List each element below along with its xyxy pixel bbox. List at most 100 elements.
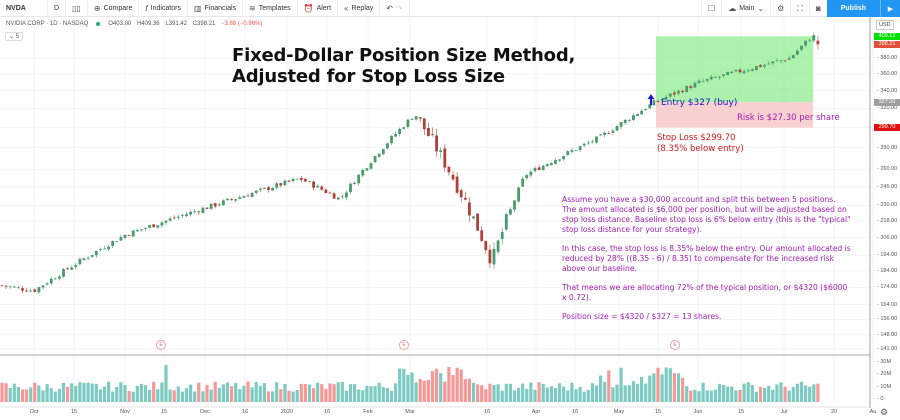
square-icon: ☐ [708, 4, 716, 13]
risk-label: Risk is $27.30 per share [737, 113, 840, 123]
indicators-label: Indicators [150, 4, 181, 12]
cloud-icon: ☁ [728, 4, 737, 13]
note-paragraph-2: In this case, the stop loss is 8.35% bel… [562, 244, 851, 273]
time-tick: 20 [830, 409, 838, 415]
time-tick: Jun [693, 409, 703, 415]
open-value: O403.00 [108, 21, 132, 27]
rewind-icon: « [344, 3, 349, 13]
layout-select[interactable]: ☁ Main ⌄ [721, 0, 770, 17]
series-name: NVIDIA CORP · 1D · NASDAQ [6, 21, 89, 27]
compare-button[interactable]: ⊕ Compare [88, 0, 140, 17]
price-tick: - 194.00 [877, 252, 898, 259]
snapshot-button[interactable]: ◙ [808, 0, 827, 17]
time-tick: Apr [531, 409, 541, 415]
time-tick: 15 [160, 409, 168, 415]
financials-button[interactable]: ▥ Financials [188, 0, 244, 17]
volume-tick: - 30M [877, 358, 892, 365]
time-tick: 16 [571, 409, 579, 415]
replay-label: Replay [351, 4, 374, 12]
layout-name: Main [739, 5, 755, 12]
time-tick: 16 [483, 409, 491, 415]
price-tick: - 320.00 [877, 105, 898, 112]
price-tick: - 174.00 [877, 284, 898, 291]
high-value: H409.36 [136, 21, 160, 27]
top-toolbar: NVDA D ▯▯ ⊕ Compare f Indicators ▥ Financia… [0, 0, 900, 17]
redo-icon[interactable]: ↷ [395, 3, 403, 13]
volume-tick: - 10M [877, 383, 892, 390]
price-tick: - 164.00 [877, 301, 898, 308]
axis-settings-icon[interactable]: ⚙ [880, 407, 889, 417]
currency-label[interactable]: USD [876, 20, 894, 30]
play-button[interactable]: ▶ [880, 0, 900, 17]
change-value: −3.88 (−0.96%) [221, 21, 263, 27]
template-icon: ≋ [249, 3, 256, 13]
price-tag: 398.21 [874, 40, 900, 48]
replay-button[interactable]: «Replay [338, 0, 381, 17]
time-tick: Jul [780, 409, 788, 415]
chevron-down-icon: ⌄ [757, 4, 765, 13]
fullscreen-button[interactable]: ⛶ [790, 0, 809, 17]
function-icon: f [145, 3, 148, 13]
price-tag: 409.12 [874, 32, 900, 40]
interval-button[interactable]: D [48, 0, 67, 17]
earnings-badge[interactable]: E [156, 340, 166, 350]
price-tick: - 340.00 [877, 87, 898, 94]
plus-circle-icon: ⊕ [93, 3, 101, 13]
note-paragraph-4: Position size = $4320 / $327 = 13 shares… [562, 312, 722, 321]
templates-label: Templates [258, 4, 291, 12]
undo-button[interactable]: ↶ ↷ [380, 0, 410, 17]
note-paragraph-3: That means we are allocating 72% of the … [562, 283, 848, 302]
alert-label: Alert [316, 4, 332, 12]
symbol-search[interactable]: NVDA [0, 0, 48, 17]
indicators-button[interactable]: f Indicators [139, 0, 188, 17]
time-tick: 16 [323, 409, 331, 415]
toolbar-right: ☐ ☁ Main ⌄ ⚙ ⛶ ◙ Publish ▶ [701, 0, 900, 17]
bar-chart-icon: ▥ [193, 3, 202, 13]
price-tick: - 218.00 [877, 218, 898, 225]
time-tick: 16 [241, 409, 249, 415]
price-tag: 327.00 [874, 98, 900, 106]
explanation-note: Assume you have a $30,000 account and sp… [562, 195, 852, 331]
volume-tick: - 0 [877, 396, 884, 402]
publish-button[interactable]: Publish [826, 0, 880, 17]
market-status-dot [96, 22, 101, 26]
time-tick: Au [869, 409, 877, 415]
price-tag: 299.70 [874, 124, 900, 132]
chart-title-annotation: Fixed-Dollar Position Size Method, Adjus… [232, 45, 575, 87]
alert-button[interactable]: ⏰ Alert [298, 0, 339, 17]
layout-toggle-button[interactable]: ☐ [701, 0, 721, 17]
close-value: C398.21 [192, 21, 216, 27]
price-chart[interactable] [0, 17, 900, 420]
price-tick: - 245.00 [877, 183, 898, 190]
camera-icon: ◙ [815, 4, 821, 13]
chart-style-button[interactable]: ▯▯ [66, 0, 88, 17]
price-tick: - 230.00 [877, 202, 898, 209]
price-tick: - 141.00 [877, 346, 898, 352]
time-tick: Dec [200, 409, 210, 415]
stop-loss-line-1: Stop Loss $299.70 [657, 133, 736, 143]
earnings-badge[interactable]: E [670, 340, 680, 350]
time-tick: 15 [737, 409, 745, 415]
play-icon: ▶ [887, 5, 894, 13]
time-tick: May [613, 409, 625, 415]
time-tick: Feb [363, 409, 373, 415]
compare-label: Compare [103, 4, 133, 12]
earnings-badge[interactable]: E [399, 340, 409, 350]
price-tick: - 206.00 [877, 234, 898, 241]
entry-label: Entry $327 (buy) [661, 98, 738, 108]
templates-button[interactable]: ≋ Templates [243, 0, 298, 17]
time-tick: 2020 [280, 409, 294, 415]
legend-collapse-button[interactable]: ⌄ 5 [5, 32, 24, 41]
low-value: L391.42 [165, 21, 188, 27]
time-tick: 15 [654, 409, 662, 415]
settings-button[interactable]: ⚙ [770, 0, 790, 17]
undo-icon: ↶ [386, 3, 393, 13]
alarm-icon: ⏰ [303, 3, 314, 13]
note-paragraph-1: Assume you have a $30,000 account and sp… [562, 195, 851, 234]
price-tick: - 156.00 [877, 316, 898, 323]
time-tick: Oct [29, 409, 39, 415]
gear-icon: ⚙ [777, 4, 785, 13]
price-tick: - 260.00 [877, 166, 898, 173]
price-tick: - 360.00 [877, 70, 898, 77]
fullscreen-icon: ⛶ [797, 3, 803, 13]
